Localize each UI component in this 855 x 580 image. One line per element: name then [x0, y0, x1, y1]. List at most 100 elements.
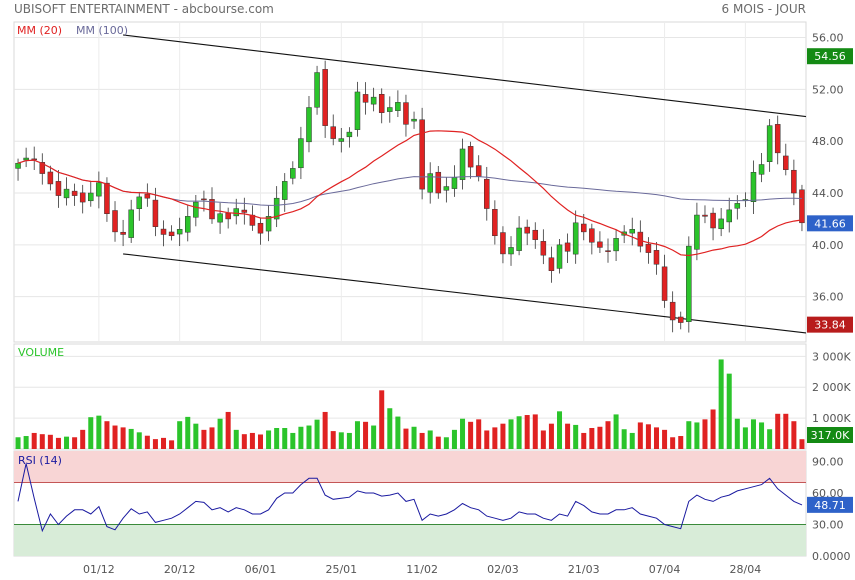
- volume-bar: [185, 416, 191, 449]
- candle-body: [241, 209, 248, 213]
- price-tick-label: 40.00: [812, 239, 844, 252]
- candle-body: [330, 126, 336, 139]
- ma20-line: [17, 130, 803, 257]
- volume-bar: [96, 415, 102, 449]
- date-tick-label: 01/12: [83, 563, 115, 576]
- candle-body: [645, 243, 652, 253]
- candle-body: [589, 228, 595, 243]
- volume-bar: [314, 419, 320, 449]
- candle-body: [362, 94, 369, 103]
- volume-bar: [686, 421, 692, 449]
- volume-bar: [371, 425, 377, 449]
- rsi-label: RSI (14): [18, 454, 62, 467]
- candle-body: [435, 171, 442, 194]
- candle-body: [346, 131, 353, 138]
- price-tick-label: 56.00: [812, 32, 844, 45]
- volume-bar: [484, 430, 490, 449]
- candle-body: [265, 216, 272, 232]
- volume-bar: [395, 416, 401, 449]
- candle-body: [225, 212, 231, 220]
- date-tick-label: 07/04: [649, 563, 681, 576]
- candle-body: [492, 209, 498, 237]
- candle-body: [160, 228, 167, 235]
- rsi-path: [17, 463, 803, 533]
- chart-title: UBISOFT ENTERTAINMENT - abcbourse.com: [14, 2, 274, 16]
- volume-bar: [767, 429, 773, 449]
- candle-body: [613, 238, 619, 252]
- volume-bar: [88, 417, 94, 449]
- candle-body: [540, 241, 547, 256]
- volume-bar: [31, 432, 37, 449]
- candle-body: [653, 250, 660, 265]
- volume-bar: [791, 421, 797, 449]
- volume-bar: [379, 390, 385, 449]
- candle-body: [766, 125, 773, 162]
- volume-bar: [274, 428, 280, 449]
- candle-body: [15, 162, 21, 169]
- volume-bar: [55, 437, 61, 449]
- volume-bar: [734, 418, 740, 449]
- badge-volume-text: 317.0K: [811, 429, 850, 442]
- price-panel-frame: [13, 21, 807, 343]
- candle-body: [467, 146, 474, 168]
- volume-bar: [613, 414, 619, 449]
- volume-bar: [799, 439, 805, 449]
- candle-body: [378, 94, 385, 113]
- candle-body: [322, 69, 328, 126]
- price-axis: 56.00 52.00 48.00 44.00 40.00 36.00: [812, 32, 844, 304]
- volume-bar: [330, 431, 336, 449]
- volume-bar: [694, 422, 700, 449]
- volume-bar: [532, 414, 538, 449]
- candle-body: [532, 229, 539, 240]
- volume-bar: [573, 424, 579, 449]
- rsi-tick-label: 30.00: [812, 519, 844, 532]
- volume-bar: [144, 435, 150, 449]
- candle-body: [144, 193, 151, 199]
- volume-bar: [540, 430, 546, 449]
- candle-body: [661, 266, 668, 301]
- volume-panel: 3 000K 2 000K 1 000K 317.0K VOLUME: [13, 343, 853, 450]
- volume-bar: [136, 432, 142, 449]
- candle-body: [217, 213, 223, 223]
- candle-body: [548, 257, 555, 271]
- volume-bar: [637, 422, 643, 449]
- candle-body: [112, 210, 118, 233]
- candle-body: [516, 227, 522, 251]
- price-channel: [123, 34, 807, 334]
- volume-bar: [177, 421, 183, 449]
- volume-bar: [581, 432, 587, 449]
- badge-high-text: 54.56: [814, 50, 846, 63]
- candle-body: [88, 192, 94, 202]
- volume-bar: [15, 437, 21, 449]
- badge-last: [807, 215, 853, 232]
- rsi-tick-label: 0.0000: [812, 550, 851, 563]
- candle-body: [403, 102, 409, 125]
- candle-body: [298, 138, 304, 169]
- price-tick-label: 52.00: [812, 83, 844, 96]
- candle-body: [193, 201, 199, 218]
- volume-bar: [427, 430, 433, 449]
- volume-bar: [241, 434, 247, 449]
- channel-lower: [123, 253, 807, 334]
- rsi-axis: 90.00 60.00 30.00 0.0000: [812, 456, 851, 564]
- volume-bar: [23, 436, 29, 449]
- volume-bar: [702, 419, 708, 449]
- volume-bar: [120, 427, 126, 449]
- candle-body: [791, 169, 797, 194]
- volume-bar: [338, 432, 344, 449]
- volume-bar: [670, 437, 676, 449]
- volume-bar: [524, 415, 530, 449]
- rsi-tick-label: 90.00: [812, 456, 844, 469]
- date-tick-label: 21/03: [568, 563, 600, 576]
- volume-tick-label: 3 000K: [812, 350, 851, 363]
- candle-body: [686, 245, 692, 322]
- badge-high: [807, 48, 853, 65]
- rsi-line: [17, 463, 803, 533]
- candle-body: [411, 118, 417, 122]
- candle-body: [629, 229, 636, 234]
- volume-bar: [233, 429, 239, 449]
- volume-bar: [298, 426, 304, 449]
- candle-body: [718, 218, 724, 230]
- volume-bar: [282, 428, 288, 449]
- candle-body: [750, 172, 757, 202]
